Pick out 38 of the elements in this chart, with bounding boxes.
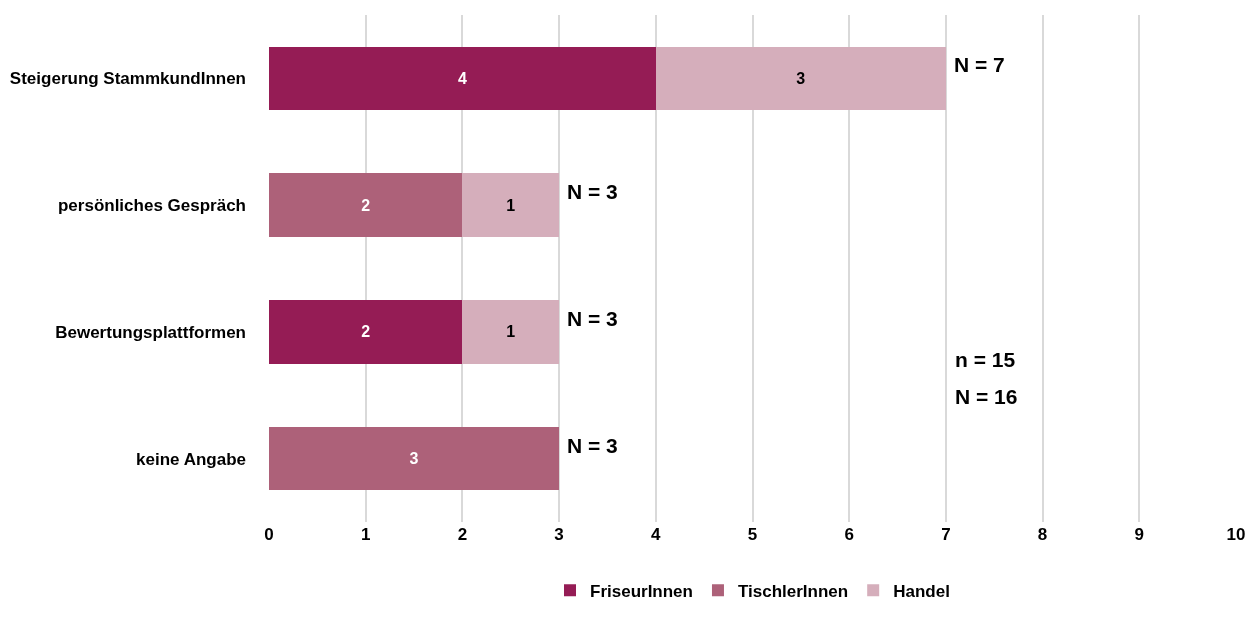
x-tick-label: 0 [264, 525, 274, 544]
total-label: N = 7 [954, 53, 1005, 76]
data-label: 3 [409, 450, 419, 468]
data-label: 4 [457, 69, 467, 87]
bar [462, 300, 560, 364]
data-label: 2 [361, 196, 371, 214]
legend-label: FriseurInnen [590, 581, 693, 601]
x-tick-label: 8 [1037, 525, 1048, 544]
total-label: N = 3 [567, 434, 618, 457]
y-tick-label: persönliches Gespräch [57, 196, 246, 216]
bar [462, 173, 560, 237]
data-label: 1 [506, 196, 516, 214]
bar [269, 300, 463, 364]
total-label: N = 3 [567, 180, 618, 203]
x-tick-label: 9 [1134, 525, 1145, 544]
data-label: 3 [796, 69, 806, 87]
x-tick-label: 7 [941, 525, 951, 544]
x-tick-label: 6 [844, 525, 854, 544]
bar [655, 46, 946, 111]
annotation: N = 16 [955, 385, 1018, 408]
total-label: N = 3 [567, 307, 618, 330]
legend-label: TischlerInnen [737, 581, 849, 601]
y-tick-label: Steigerung StammkundInnen [9, 69, 246, 89]
bar [269, 46, 656, 111]
data-label: 1 [506, 323, 516, 341]
y-tick-label: Bewertungsplattformen [55, 322, 246, 342]
y-tick-label: keine Angabe [136, 449, 246, 469]
bar [269, 173, 463, 237]
bar [269, 426, 560, 491]
legend-label: Handel [893, 581, 950, 601]
x-tick-label: 10 [1226, 525, 1246, 544]
annotation: n = 15 [955, 348, 1016, 371]
data-label: 2 [361, 323, 371, 341]
x-tick-label: 3 [554, 525, 564, 544]
x-tick-label: 4 [651, 525, 662, 544]
x-tick-label: 2 [457, 525, 468, 544]
x-tick-label: 5 [747, 525, 758, 544]
x-tick-label: 1 [360, 525, 371, 544]
